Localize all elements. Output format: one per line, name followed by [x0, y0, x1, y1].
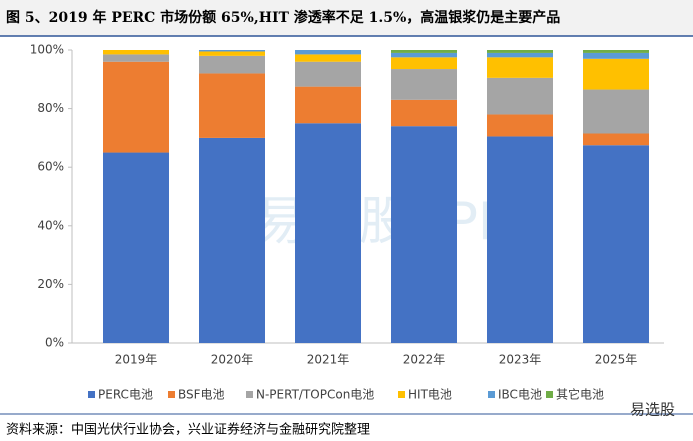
bar-segment [487, 57, 553, 78]
legend-label: BSF电池 [178, 388, 225, 402]
y-tick-label: 100% [30, 43, 64, 57]
y-tick-label: 80% [37, 101, 64, 115]
bar-segment [487, 114, 553, 137]
bar-segment [583, 50, 649, 53]
bar-segment [103, 50, 169, 55]
bar-segment [199, 55, 265, 74]
y-tick-label: 20% [37, 277, 64, 291]
bar-segment [583, 145, 649, 343]
bar-segment [487, 136, 553, 343]
bar-segment [295, 50, 361, 55]
bar-segment [103, 54, 169, 62]
legend-swatch [488, 391, 495, 398]
bar-segment [487, 50, 553, 53]
bar-segment [199, 50, 265, 52]
bar-segment [199, 51, 265, 56]
bar-segment [295, 86, 361, 124]
bar-segment [295, 123, 361, 343]
legend-swatch [88, 391, 95, 398]
bar-segment [295, 54, 361, 62]
legend-label: 其它电池 [556, 387, 604, 402]
legend-label: N-PERT/TOPCon电池 [256, 388, 374, 402]
x-tick-label: 2019年 [115, 353, 158, 367]
legend-label: PERC电池 [98, 388, 153, 402]
legend-swatch [246, 391, 253, 398]
bar-segment [583, 58, 649, 90]
bar-segment [487, 77, 553, 115]
watermark: 易选股APP [255, 192, 509, 252]
bar-segment [583, 133, 649, 146]
legend-swatch [546, 391, 553, 398]
bar-segment [583, 89, 649, 134]
y-tick-label: 0% [45, 336, 64, 350]
legend-label: HIT电池 [408, 388, 452, 402]
bar-segment [199, 137, 265, 343]
bar-segment [391, 69, 457, 100]
y-tick-label: 60% [37, 160, 64, 174]
x-tick-label: 2023年 [499, 353, 542, 367]
y-tick-label: 40% [37, 218, 64, 232]
legend-swatch [168, 391, 175, 398]
bar-segment [391, 57, 457, 70]
source: 资料来源：中国光伏行业协会，兴业证券经济与金融研究院整理 [6, 422, 370, 438]
chart-title: 图 5、2019 年 PERC 市场份额 65%,HIT 渗透率不足 1.5%，… [6, 9, 560, 26]
bar-segment [199, 73, 265, 138]
legend-label: IBC电池 [498, 388, 542, 402]
title-bar [0, 0, 693, 36]
logo: 易选股 [630, 401, 675, 419]
legend-swatch [398, 391, 405, 398]
bar-segment [103, 61, 169, 153]
bar-segment [487, 52, 553, 58]
x-tick-label: 2025年 [595, 353, 638, 367]
bar-segment [391, 50, 457, 53]
x-tick-label: 2022年 [403, 353, 446, 367]
x-tick-label: 2020年 [211, 353, 254, 367]
x-tick-label: 2021年 [307, 353, 350, 367]
bar-segment [583, 52, 649, 59]
bar-segment [391, 99, 457, 127]
bar-segment [103, 152, 169, 343]
bar-segment [391, 52, 457, 58]
bar-segment [391, 126, 457, 344]
bar-segment [295, 61, 361, 87]
